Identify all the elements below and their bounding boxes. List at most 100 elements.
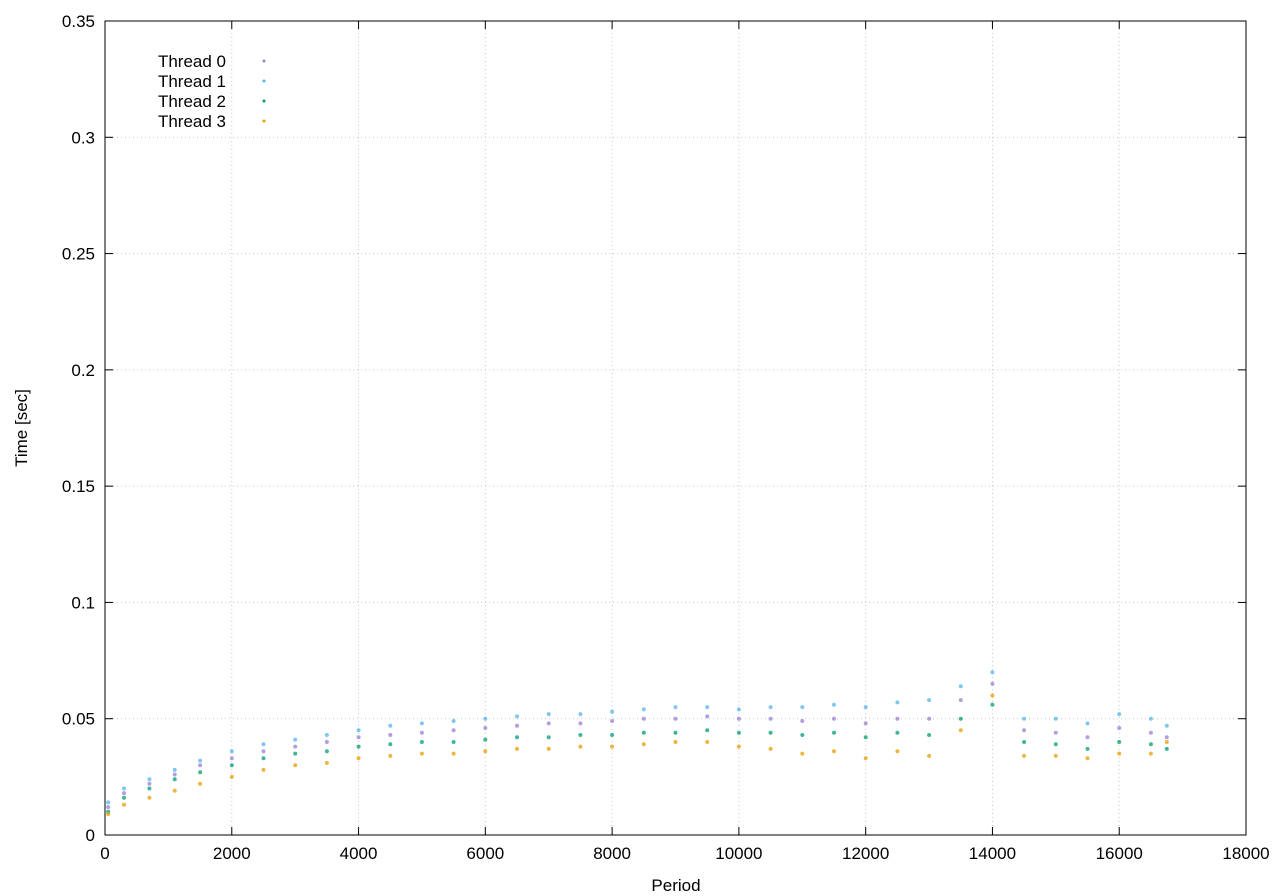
data-point xyxy=(927,716,932,721)
data-point xyxy=(356,756,361,761)
x-tick-label: 10000 xyxy=(715,844,762,863)
data-point xyxy=(641,707,646,712)
y-tick-labels: 0 0.05 0.1 0.15 0.2 0.25 0.3 0.35 xyxy=(62,12,95,845)
data-point xyxy=(293,763,298,768)
data-point xyxy=(800,719,805,723)
legend-marker xyxy=(262,59,266,63)
data-point xyxy=(736,716,741,721)
data-point xyxy=(1117,751,1122,756)
data-point xyxy=(895,716,900,721)
data-point xyxy=(1022,728,1027,733)
data-point xyxy=(172,767,177,772)
data-point xyxy=(1085,746,1090,751)
data-point xyxy=(610,733,615,737)
data-point xyxy=(863,756,868,761)
data-point xyxy=(147,795,152,800)
x-tick-label: 18000 xyxy=(1222,844,1269,863)
y-tick-label: 0.2 xyxy=(71,361,95,380)
data-point xyxy=(1117,712,1122,717)
data-point xyxy=(863,721,868,726)
data-point xyxy=(1148,730,1153,735)
x-tick-label: 4000 xyxy=(340,844,378,863)
data-point xyxy=(641,730,646,735)
data-point xyxy=(705,705,710,710)
y-tick-label: 0.25 xyxy=(62,245,95,264)
data-point xyxy=(356,744,361,749)
y-tick-label: 0 xyxy=(86,826,95,845)
data-point xyxy=(1085,756,1090,761)
data-point xyxy=(768,730,773,735)
data-point xyxy=(483,737,488,742)
data-point xyxy=(895,730,900,735)
data-point xyxy=(515,746,519,751)
data-point xyxy=(1164,740,1169,744)
y-tick-label: 0.05 xyxy=(62,710,95,729)
axis-ticks xyxy=(104,20,1247,836)
data-point xyxy=(198,758,203,763)
data-point xyxy=(356,735,361,740)
data-point xyxy=(1053,753,1058,758)
grid-lines xyxy=(105,21,1246,835)
plot-frame xyxy=(104,20,1247,836)
data-point xyxy=(293,737,298,742)
data-point xyxy=(106,800,111,805)
x-tick-label: 2000 xyxy=(213,844,251,863)
data-point xyxy=(1053,730,1058,735)
data-point xyxy=(990,670,995,675)
x-tick-label: 16000 xyxy=(1096,844,1143,863)
data-point xyxy=(451,719,456,723)
data-point xyxy=(106,812,111,817)
data-point xyxy=(736,744,741,749)
data-point xyxy=(1117,740,1122,744)
data-point xyxy=(895,749,900,754)
data-point xyxy=(388,723,393,728)
data-point xyxy=(705,714,710,719)
data-point xyxy=(673,705,678,710)
data-point xyxy=(419,751,424,756)
data-point xyxy=(705,728,710,733)
data-point xyxy=(1053,742,1058,747)
data-point xyxy=(705,740,710,744)
data-point xyxy=(122,795,126,800)
data-point xyxy=(147,777,152,782)
data-point xyxy=(261,756,266,761)
data-point xyxy=(229,774,234,779)
data-point xyxy=(419,740,424,744)
data-point xyxy=(172,772,177,777)
data-point xyxy=(1022,716,1027,721)
data-point xyxy=(832,730,836,735)
data-point xyxy=(1022,753,1027,758)
data-point xyxy=(229,749,234,754)
data-point xyxy=(990,702,995,707)
y-tick-label: 0.35 xyxy=(62,12,95,31)
data-point xyxy=(229,763,234,768)
data-point xyxy=(147,786,152,791)
series-1-points xyxy=(106,670,1169,805)
data-point xyxy=(122,786,126,791)
y-tick-label: 0.15 xyxy=(62,477,95,496)
data-point xyxy=(261,749,266,754)
data-point xyxy=(768,716,773,721)
data-point xyxy=(578,721,583,726)
x-axis-title: Period xyxy=(651,876,700,895)
data-point xyxy=(800,751,805,756)
data-point xyxy=(122,791,126,796)
data-point xyxy=(641,716,646,721)
data-point xyxy=(515,714,519,719)
data-point xyxy=(1022,740,1027,744)
data-point xyxy=(451,728,456,733)
data-point xyxy=(122,802,126,807)
data-point xyxy=(736,707,741,712)
data-point xyxy=(324,760,329,765)
data-point xyxy=(863,735,868,740)
data-point xyxy=(172,777,177,782)
data-point xyxy=(515,735,519,740)
data-point xyxy=(990,693,995,698)
data-point xyxy=(356,728,361,733)
data-point xyxy=(229,756,234,761)
y-axis-title: Time [sec] xyxy=(12,389,31,467)
data-point xyxy=(1148,751,1153,756)
legend-marker xyxy=(262,99,266,103)
data-point xyxy=(578,712,583,717)
